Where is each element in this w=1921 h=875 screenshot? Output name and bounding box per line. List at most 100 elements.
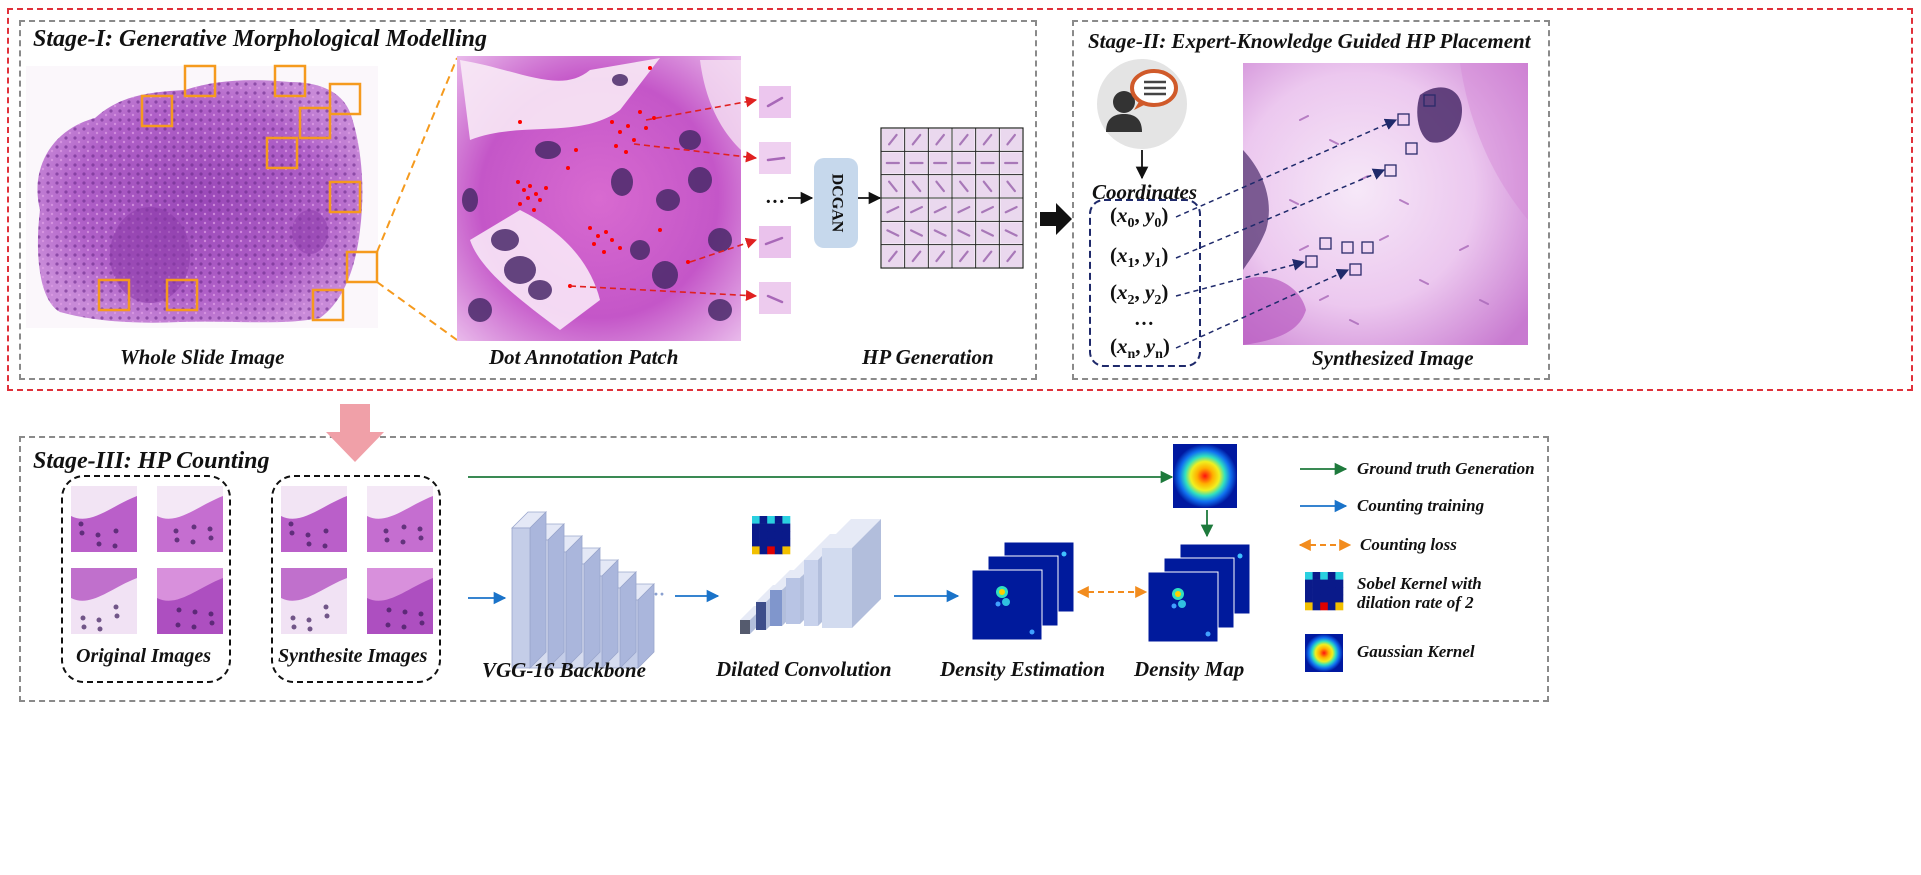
density-blob xyxy=(1029,629,1035,635)
hp-sample xyxy=(911,250,922,263)
image-thumbnails xyxy=(71,486,433,634)
dilated-layer-top xyxy=(822,519,881,548)
vgg-layer-side xyxy=(583,547,601,669)
caption-dot-annotation-patch: Dot Annotation Patch xyxy=(489,345,679,369)
thumbnail-nucleus xyxy=(96,541,102,547)
density-blob xyxy=(1061,551,1067,557)
thumbnail-nucleus xyxy=(401,624,407,630)
thumbnail-nucleus xyxy=(173,528,179,534)
density-blob xyxy=(1002,598,1010,606)
stage-1-frame xyxy=(19,20,1037,380)
vgg-layer-side xyxy=(601,559,619,669)
stage-1-title-bold: Stage-I xyxy=(33,26,105,52)
vgg-layer-side xyxy=(547,523,565,669)
caption-density-map: Density Map xyxy=(1134,657,1245,681)
sobel-cell xyxy=(774,538,783,547)
hp-sample xyxy=(888,133,898,146)
legend-label-ground-truth: Ground truth Generation xyxy=(1357,459,1535,478)
sobel-cell xyxy=(767,546,776,555)
density-blob xyxy=(995,601,1001,607)
thumbnail-tissue xyxy=(367,496,433,552)
coord-punct: ) xyxy=(1161,203,1169,227)
thumbnail-nucleus xyxy=(95,532,101,538)
dilated-layer-side xyxy=(852,519,881,628)
coord-subscript: 2 xyxy=(1127,293,1135,309)
hp-sample xyxy=(982,133,993,146)
hp-crops xyxy=(759,86,791,314)
thumbnail-nucleus xyxy=(307,626,313,632)
caption-hp-generation: HP Generation xyxy=(862,345,994,369)
sobel-cell xyxy=(752,523,760,532)
thumbnail-nucleus xyxy=(96,617,102,623)
zoom-line-bottom xyxy=(376,281,458,341)
thumbnail-nucleus xyxy=(324,613,330,619)
thumbnail-nucleus xyxy=(175,622,181,628)
coordinate-item: (x2, y2) xyxy=(1110,280,1168,309)
region-box xyxy=(183,64,217,98)
sobel-cell xyxy=(1335,572,1344,580)
zoom-line-top xyxy=(376,57,458,253)
region-box xyxy=(165,278,199,312)
density-blob xyxy=(999,589,1005,595)
hp-crop xyxy=(759,226,791,258)
stage-1-to-2-arrow xyxy=(1040,203,1072,235)
sobel-cell xyxy=(1312,579,1321,588)
thumbnail-nucleus xyxy=(323,604,329,610)
coord-variable: y xyxy=(1145,243,1155,267)
sobel-kernel-image xyxy=(752,516,791,555)
caption-whole-slide-image: Whole Slide Image xyxy=(120,345,285,369)
sobel-cell xyxy=(1320,587,1329,596)
thumbnail-tissue xyxy=(281,496,347,552)
thumbnail-nucleus xyxy=(191,624,197,630)
stage-1-title: Stage-I: Generative Morphological Modell… xyxy=(33,26,487,53)
thumbnail-nucleus xyxy=(81,624,87,630)
hp-sample xyxy=(1006,180,1016,193)
sobel-cell xyxy=(759,523,768,532)
sobel-cell xyxy=(1305,572,1313,580)
thumbnail-nucleus xyxy=(79,530,85,536)
sobel-cell xyxy=(1320,602,1329,611)
density-estimation-maps xyxy=(971,541,1075,641)
stage-3-frame xyxy=(19,436,1549,702)
gaussian-kernel-image xyxy=(1173,444,1237,508)
thumbnail-nucleus xyxy=(174,537,180,543)
vgg-layer xyxy=(511,527,531,669)
coord-subscript: 1 xyxy=(1127,256,1135,272)
density-blob xyxy=(1171,603,1177,609)
coord-variable: x xyxy=(1117,243,1128,267)
coord-variable: y xyxy=(1145,280,1155,304)
coord-arrow-n xyxy=(1175,268,1350,349)
dilated-convolution-layers xyxy=(740,519,881,634)
sobel-cell xyxy=(1320,572,1329,580)
stage-3-title-bold: Stage-III xyxy=(33,448,124,474)
vgg-layer-side xyxy=(529,511,547,669)
thumbnail-nucleus xyxy=(191,524,197,530)
sobel-cell xyxy=(782,516,791,524)
stage-2-title-bold: Stage-II xyxy=(1088,29,1160,53)
sobel-cell xyxy=(767,538,776,547)
hp-sample xyxy=(888,250,898,263)
placement-box xyxy=(1305,255,1318,268)
hp-sample xyxy=(935,133,945,146)
dilated-layer xyxy=(804,560,818,626)
dcgan-block xyxy=(814,158,858,248)
coord-punct: , xyxy=(1134,243,1145,267)
coord-punct: ) xyxy=(1161,280,1169,304)
hp-sample xyxy=(933,205,947,214)
coord-subscript: 0 xyxy=(1127,216,1135,232)
synthesized-image xyxy=(1243,63,1528,345)
coord-arrow-1 xyxy=(1175,168,1386,259)
thumbnail-nucleus xyxy=(418,535,424,541)
crops-ellipsis: ··· xyxy=(765,191,785,213)
coordinate-item: (xn, yn) xyxy=(1110,334,1170,363)
legend-label-gaussian-kernel: Gaussian Kernel xyxy=(1357,642,1475,661)
hp-sample xyxy=(1004,229,1018,237)
coord-subscript: 0 xyxy=(1154,216,1162,232)
sobel-cell xyxy=(752,531,760,540)
sobel-cell xyxy=(759,531,768,540)
thumbnail-nucleus xyxy=(417,526,423,532)
sobel-cell xyxy=(759,546,768,555)
caption-original-images: Original Images xyxy=(76,645,212,667)
thumbnail-tissue xyxy=(157,496,223,552)
hp-sample xyxy=(909,205,924,214)
